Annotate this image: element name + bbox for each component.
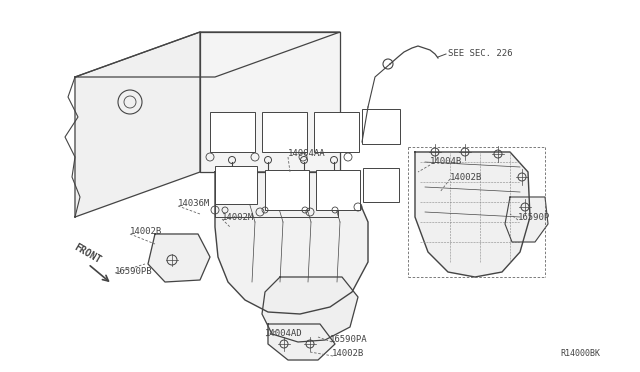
Polygon shape [415, 152, 530, 277]
Bar [314, 112, 359, 152]
Bar [210, 112, 255, 152]
Bar [265, 170, 309, 210]
Polygon shape [75, 32, 200, 217]
Text: R14000BK: R14000BK [560, 350, 600, 359]
Bar [362, 109, 400, 144]
Polygon shape [262, 277, 358, 342]
Text: 14002B: 14002B [130, 228, 163, 237]
Text: 16590PA: 16590PA [330, 336, 367, 344]
Text: 14002B: 14002B [450, 173, 483, 182]
Bar [262, 112, 307, 152]
Bar [363, 168, 399, 202]
Bar [316, 170, 360, 210]
Text: 14002B: 14002B [332, 350, 364, 359]
Text: 16590P: 16590P [518, 212, 550, 221]
Text: 16590PB: 16590PB [115, 267, 152, 276]
Text: FRONT: FRONT [72, 242, 102, 266]
Text: 14004AD: 14004AD [265, 330, 303, 339]
Bar [215, 166, 257, 204]
Polygon shape [200, 32, 340, 172]
Text: SEE SEC. 226: SEE SEC. 226 [448, 49, 513, 58]
Polygon shape [75, 32, 340, 77]
Text: 14004AA: 14004AA [288, 150, 326, 158]
Polygon shape [215, 172, 338, 217]
Polygon shape [215, 172, 368, 314]
Text: 14036M: 14036M [178, 199, 211, 208]
Polygon shape [268, 324, 335, 360]
Polygon shape [148, 234, 210, 282]
Text: 14002M: 14002M [222, 212, 254, 221]
Text: 14004B: 14004B [430, 157, 462, 167]
Polygon shape [505, 197, 548, 242]
